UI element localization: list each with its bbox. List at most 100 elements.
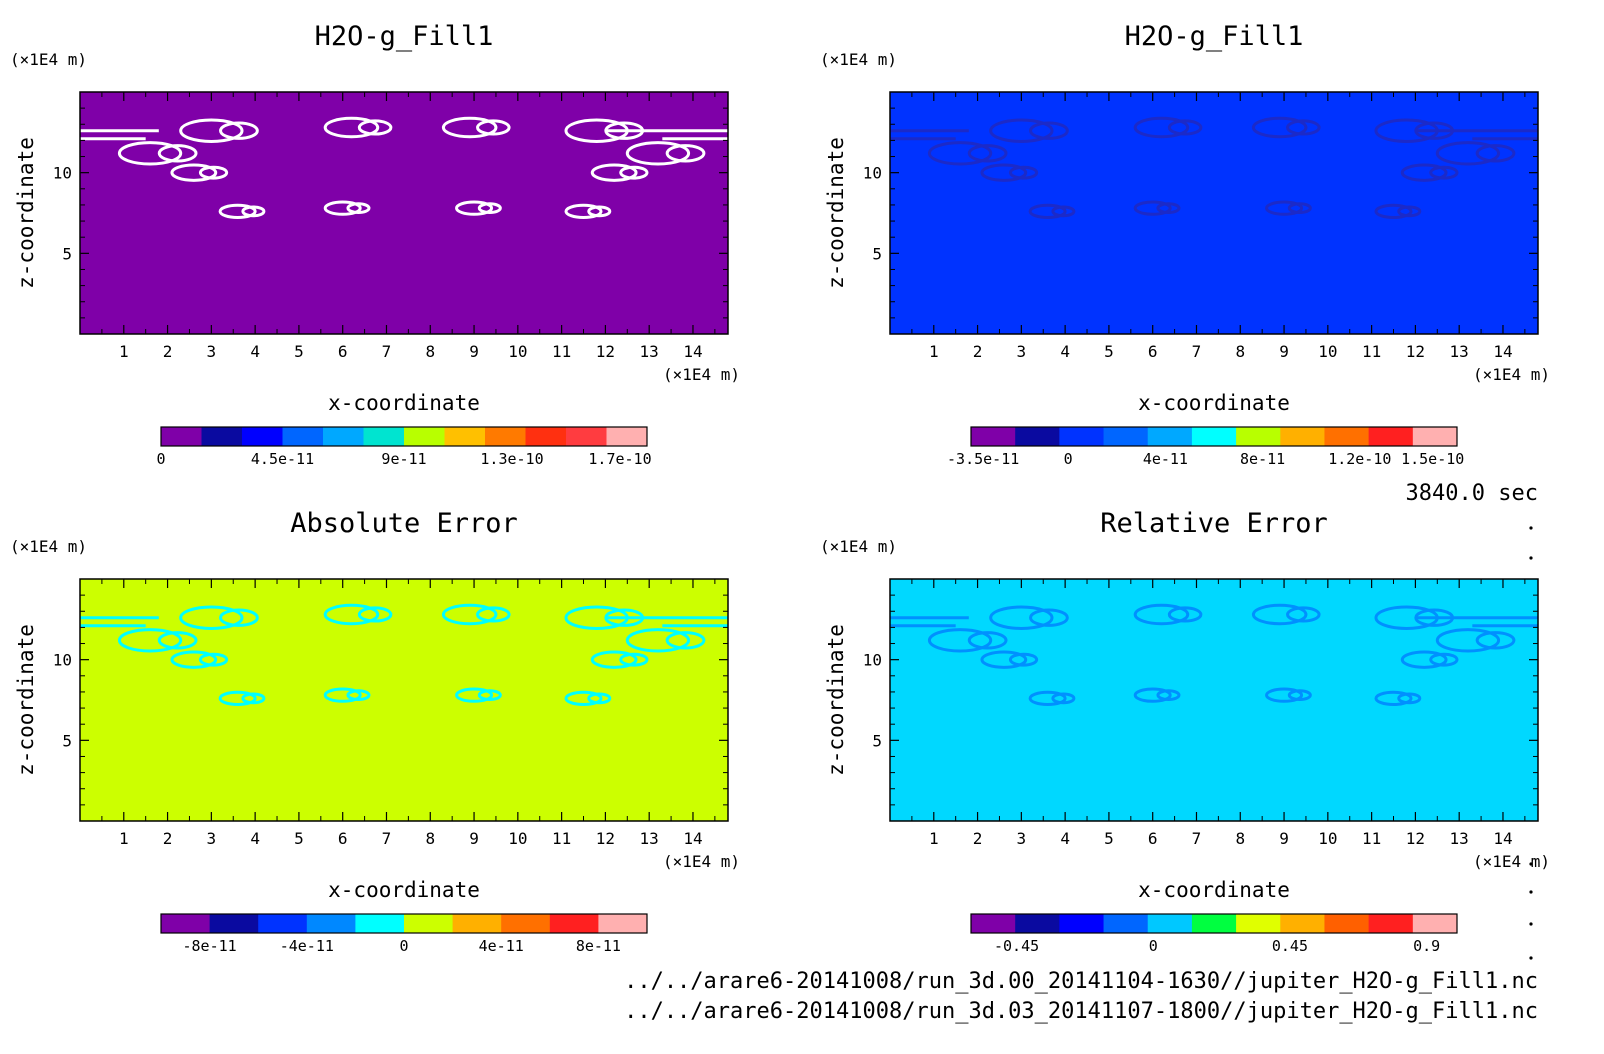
feature-blob — [1475, 631, 1516, 650]
feature-blob — [455, 200, 494, 216]
colorbar-label: 4e-11 — [479, 937, 524, 955]
feature-blob — [198, 165, 229, 180]
x-tick-label: 12 — [1406, 829, 1425, 848]
colorbar-segment — [1412, 914, 1458, 933]
feature-blob — [590, 650, 638, 669]
feature-blob — [117, 628, 183, 653]
colorbar-segment — [323, 427, 364, 446]
feature-blob — [241, 692, 266, 705]
field-features — [80, 603, 728, 707]
plot-area — [890, 579, 1538, 821]
x-tick-label: 3 — [1017, 342, 1027, 361]
colorbar-label: 4e-11 — [1143, 450, 1188, 468]
feature-blob — [1400, 163, 1448, 182]
x-tick-label: 1 — [929, 342, 939, 361]
plot-area — [80, 579, 728, 821]
x-tick-label: 4 — [1060, 342, 1070, 361]
x-tick-label: 6 — [338, 342, 348, 361]
colorbar-label: 0 — [399, 937, 408, 955]
x-tick-label: 11 — [1362, 829, 1381, 848]
feature-blob — [1028, 203, 1067, 220]
feature-blob — [1265, 200, 1304, 216]
feature-blob — [1435, 141, 1501, 166]
feature-blob — [198, 652, 229, 667]
feature-blob — [604, 608, 645, 627]
colorbar-segment — [1103, 914, 1149, 933]
feature-blob — [665, 631, 706, 650]
colorbar-segment — [971, 427, 1016, 446]
x-tick-label: 2 — [163, 342, 173, 361]
colorbar-segment — [1147, 427, 1193, 446]
colorbar-segment — [1236, 914, 1281, 933]
colorbar-segment — [1191, 914, 1237, 933]
x-unit-label: (×1E4 m) — [663, 852, 740, 871]
y-tick-label: 10 — [863, 651, 882, 670]
colorbar-label: 9e-11 — [381, 450, 426, 468]
feature-blob — [346, 202, 371, 215]
x-tick-label: 2 — [973, 829, 983, 848]
file-path-1: ../../arare6-20141008/run_3d.00_20141104… — [624, 969, 1538, 994]
feature-blob — [1475, 144, 1516, 163]
feature-blob — [1287, 689, 1312, 702]
plot-frame — [79, 578, 729, 822]
x-tick-label: 12 — [596, 829, 615, 848]
x-unit-label: (×1E4 m) — [663, 365, 740, 384]
feature-blob — [1397, 205, 1422, 218]
colorbar-segment — [161, 914, 211, 933]
colorbar-segment — [161, 427, 202, 446]
y-tick-label: 10 — [53, 164, 72, 183]
colorbar-segment — [1059, 427, 1105, 446]
feature-blob — [157, 144, 198, 163]
colorbar: -0.45 0 0.45 0.9 — [970, 913, 1458, 955]
feature-blob — [219, 608, 259, 627]
colorbar-segment — [1191, 427, 1237, 446]
colorbar-segment — [404, 914, 454, 933]
feature-blob — [1251, 116, 1308, 139]
x-axis-label: x-coordinate — [328, 391, 480, 415]
colorbar-segment — [201, 427, 243, 446]
x-tick-label: 5 — [294, 829, 304, 848]
y-axis-label: z-coordinate — [824, 137, 848, 289]
x-tick-label: 13 — [640, 342, 659, 361]
layer-band — [80, 616, 728, 628]
y-tick-label: 10 — [53, 651, 72, 670]
x-tick-label: 3 — [207, 829, 217, 848]
x-tick-label: 4 — [250, 342, 260, 361]
y-axis-label: z-coordinate — [14, 137, 38, 289]
x-tick-label: 14 — [1493, 342, 1512, 361]
colorbar-segment — [1324, 914, 1370, 933]
margin-dot — [1529, 956, 1533, 960]
colorbar-segment — [444, 427, 486, 446]
x-tick-label: 12 — [1406, 342, 1425, 361]
feature-blob — [619, 165, 649, 180]
panel-title: Relative Error — [1100, 508, 1328, 539]
margin-dot — [1529, 890, 1533, 894]
feature-blob — [157, 631, 198, 650]
x-tick-label: 9 — [1279, 829, 1289, 848]
feature-blob — [1133, 603, 1190, 626]
feature-blob — [346, 689, 371, 702]
x-tick-label: 9 — [1279, 342, 1289, 361]
feature-blob — [564, 690, 603, 707]
feature-blob — [1008, 652, 1039, 667]
feature-blob — [1286, 606, 1321, 623]
plot-frame — [889, 91, 1539, 335]
x-tick-label: 9 — [469, 829, 479, 848]
feature-blob — [1251, 603, 1308, 626]
colorbar-segment — [355, 914, 405, 933]
feature-blob — [1133, 116, 1190, 139]
x-tick-label: 6 — [338, 829, 348, 848]
feature-blob — [241, 205, 266, 218]
plot-area — [80, 92, 728, 334]
colorbar-segment — [1280, 914, 1325, 933]
feature-blob — [179, 118, 244, 143]
feature-blob — [1397, 692, 1422, 705]
colorbar-frame — [160, 426, 648, 447]
feature-blob — [1414, 608, 1455, 627]
x-tick-label: 14 — [1493, 829, 1512, 848]
feature-blob — [477, 202, 502, 215]
colorbar-frame — [970, 913, 1458, 934]
x-tick-label: 3 — [207, 342, 217, 361]
